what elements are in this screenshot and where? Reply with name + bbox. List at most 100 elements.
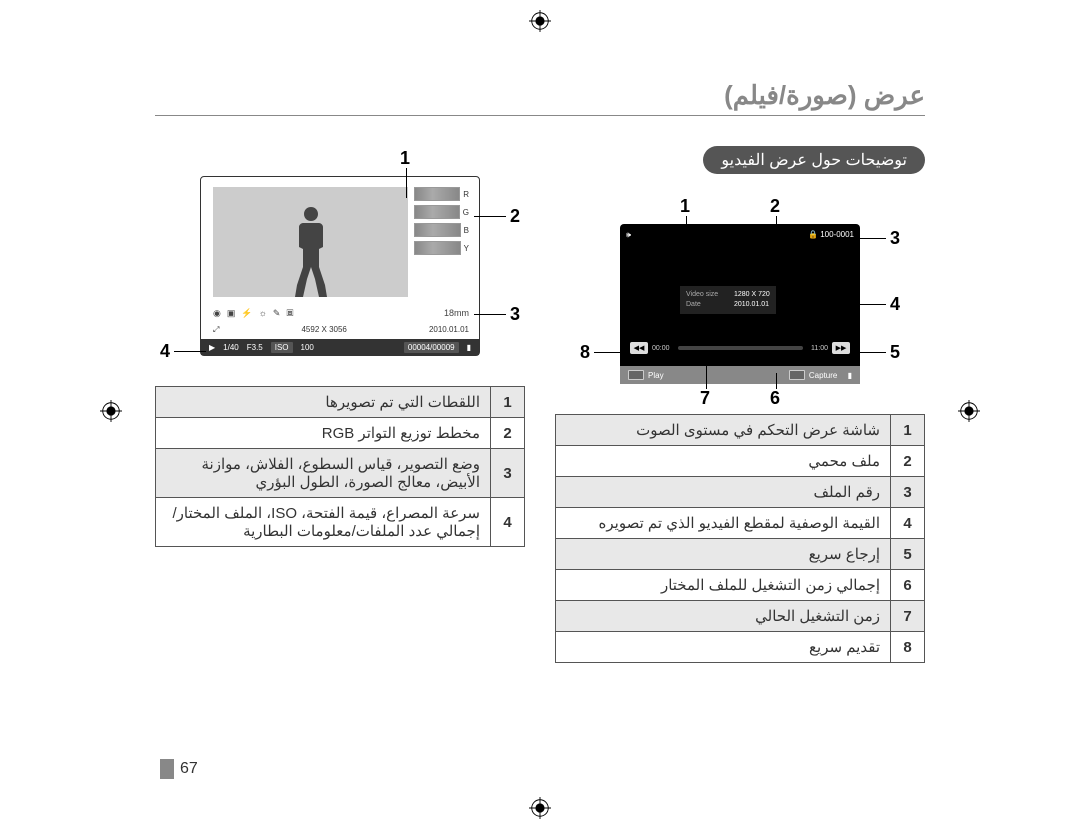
section-heading: توضيحات حول عرض الفيديو: [703, 146, 925, 174]
table-row: 4القيمة الوصفية لمقطع الفيديو الذي تم تص…: [556, 508, 925, 539]
table-row: 2ملف محمي: [556, 446, 925, 477]
silhouette-icon: [291, 207, 331, 297]
row-text: تقديم سريع: [556, 632, 891, 663]
callout-p1: 1: [400, 148, 410, 169]
row-text: ملف محمي: [556, 446, 891, 477]
page-number: 67: [160, 759, 206, 779]
page-title: عرض (صورة/فيلم): [724, 80, 925, 110]
table-row: 5إرجاع سريع: [556, 539, 925, 570]
print-mark-right: [958, 400, 980, 422]
table-row: 1اللقطات التي تم تصويرها: [156, 387, 525, 418]
wizard-icon: ✎: [273, 308, 281, 319]
photo-diagram: R G B Y ◉ ▣ ⚡ ☼ ✎ 🞖 18mm: [200, 176, 480, 356]
capture-label: Capture: [809, 371, 837, 380]
table-video-body: 1شاشة عرض التحكم في مستوى الصوت2ملف محمي…: [556, 415, 925, 663]
col-photo: R G B Y ◉ ▣ ⚡ ☼ ✎ 🞖 18mm: [155, 146, 525, 663]
rewind-button[interactable]: ◀◀: [630, 342, 648, 354]
table-video: 1شاشة عرض التحكم في مستوى الصوت2ملف محمي…: [555, 414, 925, 663]
print-mark-left: [100, 400, 122, 422]
callout-v2: 2: [770, 196, 780, 217]
row-text: وضع التصوير، قياس السطوع، الفلاش، موازنة…: [156, 449, 491, 498]
row-text: إرجاع سريع: [556, 539, 891, 570]
print-mark-bottom: [529, 797, 551, 819]
iso-label: ISO: [271, 342, 293, 353]
row-text: إجمالي زمن التشغيل للملف المختار: [556, 570, 891, 601]
row-text: شاشة عرض التحكم في مستوى الصوت: [556, 415, 891, 446]
photo-thumbnail: [213, 187, 408, 297]
col-video: توضيحات حول عرض الفيديو 🕪 🔒 100-0001 Vid…: [555, 146, 925, 663]
row-number: 5: [891, 539, 925, 570]
flash-icon: ⚡: [241, 308, 252, 319]
callout-v8: 8: [580, 342, 590, 363]
video-progress-bar: ◀◀ 00:00 11:00 ▶▶: [630, 342, 850, 354]
table-row: 6إجمالي زمن التشغيل للملف المختار: [556, 570, 925, 601]
capture-key-icon: [789, 370, 805, 380]
callout-v3: 3: [890, 228, 900, 249]
table-photo: 1اللقطات التي تم تصويرها2مخطط توزيع التو…: [155, 386, 525, 547]
row-number: 6: [891, 570, 925, 601]
meta-size-label: Video size: [686, 290, 728, 300]
row-number: 7: [891, 601, 925, 632]
row-text: مخطط توزيع التواتر RGB: [156, 418, 491, 449]
battery-icon: ▮: [467, 343, 471, 352]
histo-label-r: R: [463, 190, 469, 199]
video-meta: Video size1280 X 720 Date2010.01.01: [680, 286, 776, 314]
time-end: 11:00: [811, 345, 828, 352]
meta-date-label: Date: [686, 300, 728, 310]
time-start: 00:00: [652, 345, 670, 352]
row-text: القيمة الوصفية لمقطع الفيديو الذي تم تصو…: [556, 508, 891, 539]
focal-length: 18mm: [444, 308, 469, 318]
ok-key-icon: [628, 370, 644, 380]
row-text: زمن التشغيل الحالي: [556, 601, 891, 632]
photo-info-row-2: ▶ 1/40 F3.5 ISO 100 00004/00009 ▮: [201, 339, 479, 355]
photo-resolution: 4592 X 3056: [301, 325, 346, 335]
row-number: 3: [491, 449, 525, 498]
aperture: F3.5: [247, 343, 263, 352]
callout-v7: 7: [700, 388, 710, 409]
row-number: 4: [491, 498, 525, 547]
row-number: 1: [491, 387, 525, 418]
row-number: 3: [891, 477, 925, 508]
histograms: R G B Y: [414, 187, 469, 255]
track[interactable]: [678, 346, 803, 350]
vol-icon: 🕪: [626, 230, 631, 240]
callout-v5: 5: [890, 342, 900, 363]
title-line: عرض (صورة/فيلم): [155, 80, 925, 116]
callout-v1: 1: [680, 196, 690, 217]
row-number: 4: [891, 508, 925, 539]
photo-date: 2010.01.01: [429, 325, 469, 335]
play-icon: ▶: [209, 343, 215, 352]
lock-icon: 🔒: [808, 230, 818, 239]
row-text: سرعة المصراع، قيمة الفتحة، ISO، الملف ال…: [156, 498, 491, 547]
row-number: 2: [491, 418, 525, 449]
table-row: 4سرعة المصراع، قيمة الفتحة، ISO، الملف ا…: [156, 498, 525, 547]
shutter-speed: 1/40: [223, 343, 239, 352]
row-number: 2: [891, 446, 925, 477]
row-number: 1: [891, 415, 925, 446]
photo-info-row-1: ⤢ 4592 X 3056 2010.01.01: [213, 325, 469, 335]
play-label: Play: [648, 371, 664, 380]
meta-size-value: 1280 X 720: [734, 290, 770, 300]
battery-icon-2: ▮: [848, 371, 852, 380]
expand-icon: ⤢: [213, 325, 219, 335]
mode-icon: ◉: [213, 308, 221, 319]
file-number: 100-0001: [820, 230, 854, 239]
forward-button[interactable]: ▶▶: [832, 342, 850, 354]
metering-icon: ▣: [227, 308, 236, 319]
table-row: 2مخطط توزيع التواتر RGB: [156, 418, 525, 449]
table-photo-body: 1اللقطات التي تم تصويرها2مخطط توزيع التو…: [156, 387, 525, 547]
callout-p3: 3: [510, 304, 520, 325]
table-row: 3رقم الملف: [556, 477, 925, 508]
table-row: 8تقديم سريع: [556, 632, 925, 663]
file-counter: 00004/00009: [404, 342, 459, 353]
table-row: 3وضع التصوير، قياس السطوع، الفلاش، موازن…: [156, 449, 525, 498]
callout-p4: 4: [160, 341, 170, 362]
callout-p2: 2: [510, 206, 520, 227]
table-row: 7زمن التشغيل الحالي: [556, 601, 925, 632]
histo-label-g: G: [463, 208, 469, 217]
row-number: 8: [891, 632, 925, 663]
iso-value: 100: [301, 343, 314, 352]
row-text: اللقطات التي تم تصويرها: [156, 387, 491, 418]
row-text: رقم الملف: [556, 477, 891, 508]
callout-v4: 4: [890, 294, 900, 315]
